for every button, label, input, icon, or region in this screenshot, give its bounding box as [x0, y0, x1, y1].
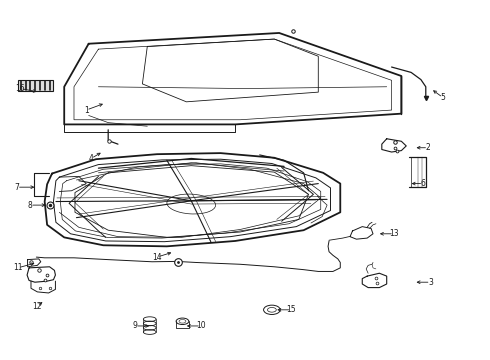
Text: 9: 9	[133, 321, 138, 330]
Text: 2: 2	[426, 143, 431, 152]
Text: 6: 6	[421, 179, 426, 188]
Text: 1: 1	[84, 105, 89, 114]
Text: 15: 15	[287, 305, 296, 314]
Text: 8: 8	[27, 201, 32, 210]
Bar	[18, 80, 53, 91]
Text: 7: 7	[14, 183, 19, 192]
Text: 12: 12	[33, 302, 42, 311]
Text: 11: 11	[13, 264, 23, 273]
Text: 14: 14	[152, 253, 162, 262]
Text: 3: 3	[428, 278, 433, 287]
Text: 10: 10	[196, 321, 206, 330]
Text: 13: 13	[389, 229, 399, 238]
Text: 4: 4	[89, 154, 94, 163]
Text: 5: 5	[441, 93, 445, 102]
Text: 16: 16	[15, 84, 25, 93]
